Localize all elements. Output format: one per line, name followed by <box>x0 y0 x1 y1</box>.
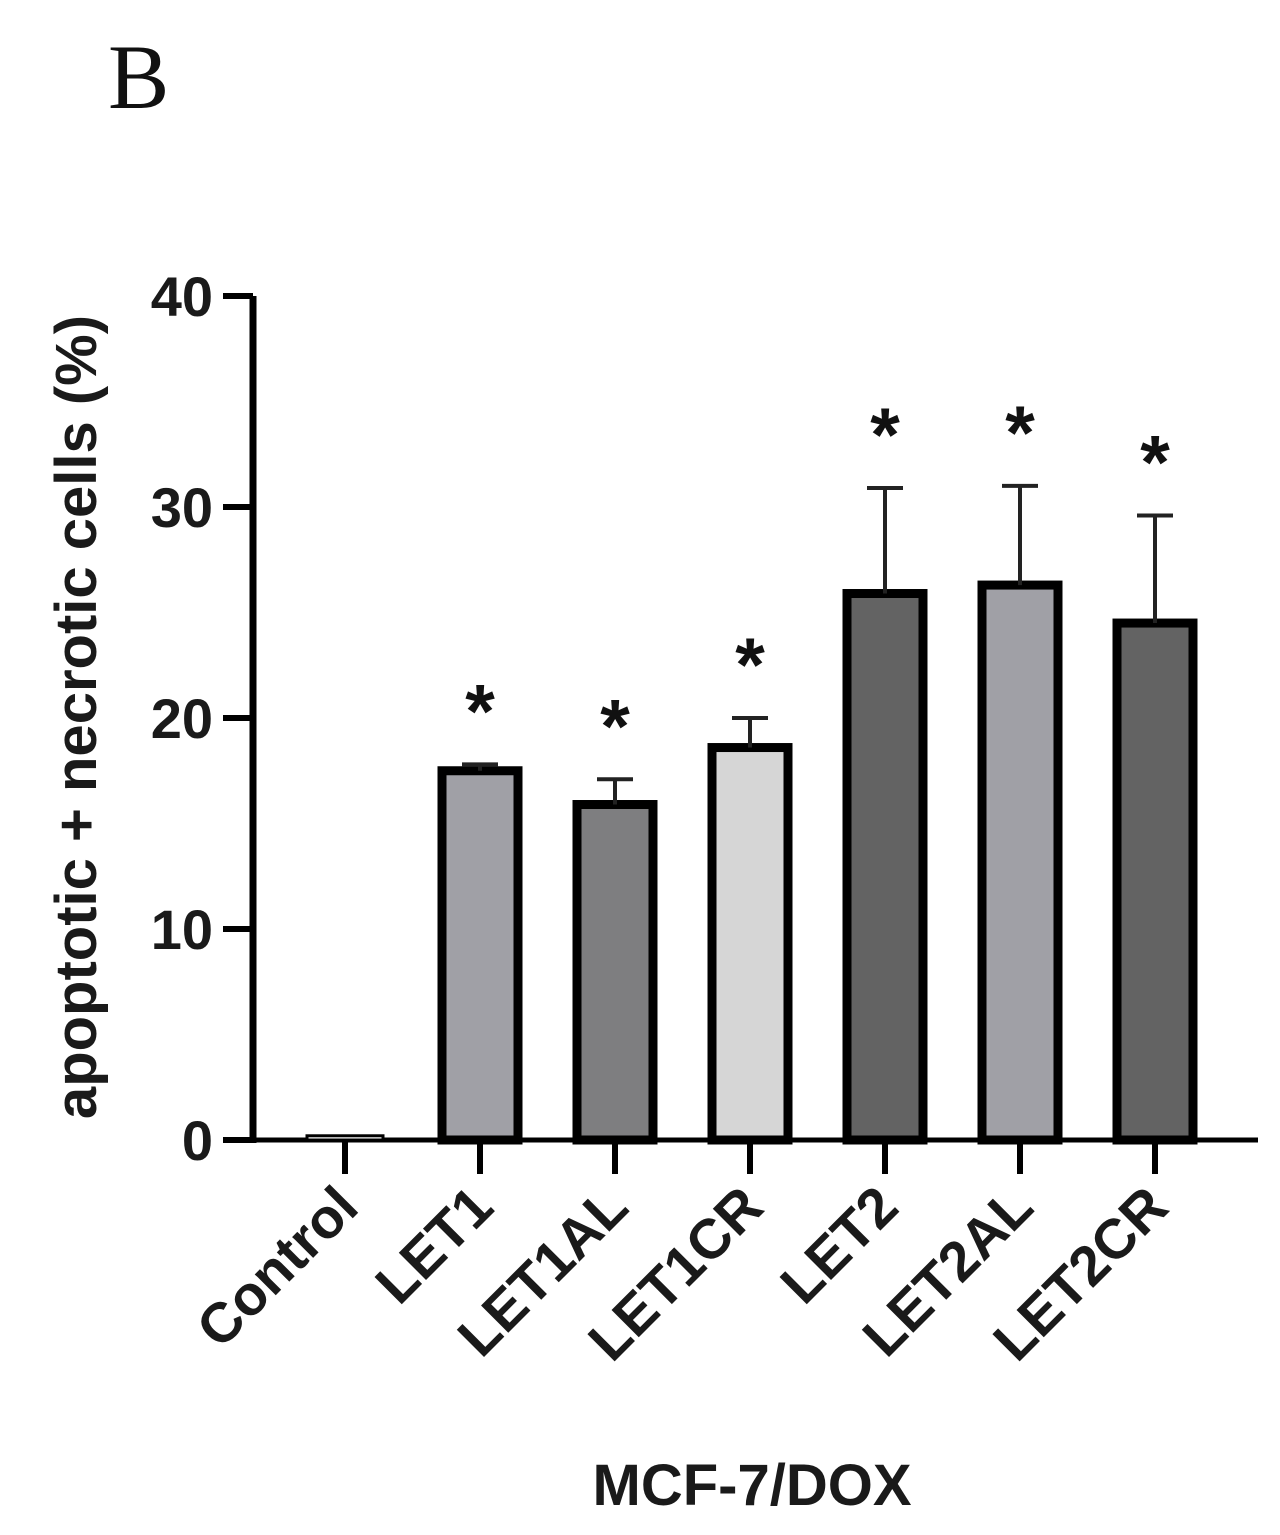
bar-let1 <box>437 766 523 1145</box>
x-axis-title: MCF-7/DOX <box>593 1453 912 1518</box>
y-tick-label: 40 <box>151 265 213 328</box>
significance-star-let1: * <box>465 670 495 755</box>
bar-let2cr <box>1112 618 1198 1145</box>
bar-let2al <box>977 580 1063 1145</box>
panel-label: B <box>108 26 169 128</box>
bar-let1al <box>572 800 658 1145</box>
significance-star-let1cr: * <box>735 623 765 708</box>
bar-let1cr <box>707 743 793 1145</box>
y-tick-label: 30 <box>151 476 213 539</box>
error-bars <box>462 483 1173 805</box>
significance-star-let2cr: * <box>1140 421 1170 506</box>
bar-control <box>305 1134 385 1142</box>
significance-star-let2al: * <box>1005 391 1035 476</box>
y-tick-label: 0 <box>182 1109 213 1172</box>
bar-let2 <box>842 589 928 1145</box>
significance-star-let1al: * <box>600 684 630 769</box>
y-ticks: 0 10 20 30 40 <box>151 265 253 1172</box>
significance-star-let2: * <box>870 393 900 478</box>
y-tick-label: 20 <box>151 687 213 750</box>
y-tick-label: 10 <box>151 898 213 961</box>
bars <box>305 580 1198 1145</box>
x-tick-label-control: Control <box>184 1174 369 1359</box>
significance-markers: * * * * * * <box>465 391 1170 769</box>
y-axis-title: apoptotic + necrotic cells (%) <box>44 315 109 1119</box>
